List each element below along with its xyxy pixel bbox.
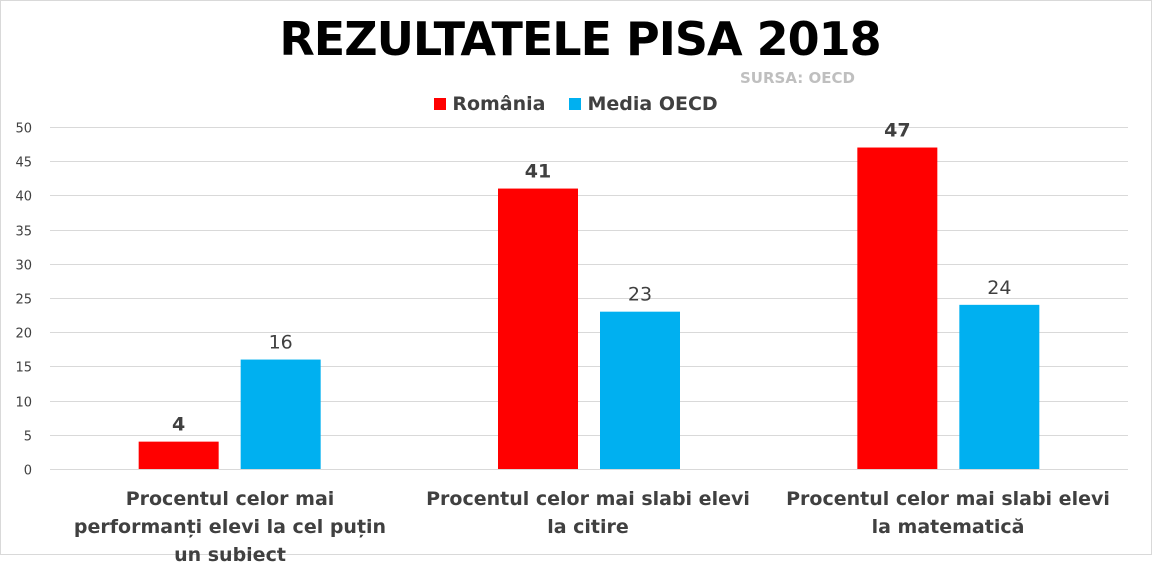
chart-source: SURSA: OECD <box>740 69 855 87</box>
y-tick-label-20: 20 <box>15 327 32 342</box>
y-tick-label-10: 10 <box>15 396 32 411</box>
data-labels: 4 16 41 23 47 24 <box>172 120 1011 436</box>
data-label-media-oecd-3: 24 <box>987 277 1011 299</box>
data-label-media-oecd-1: 16 <box>269 332 293 354</box>
y-tick-label-45: 45 <box>15 156 32 171</box>
data-label-romania-1: 4 <box>172 414 185 436</box>
y-tick-label-0: 0 <box>24 464 32 479</box>
legend-item-media-oecd: Media OECD <box>569 93 718 115</box>
category-label-top-performers: Procentul celor mai performanți elevi la… <box>73 488 387 566</box>
y-tick-label-5: 5 <box>24 430 32 445</box>
bar-media-oecd-3 <box>959 304 1040 469</box>
data-label-media-oecd-2: 23 <box>628 284 652 306</box>
bar-romania-1 <box>138 441 219 469</box>
y-tick-label-25: 25 <box>15 293 32 308</box>
y-tick-label-50: 50 <box>15 122 32 137</box>
bar-media-oecd-1 <box>240 359 321 469</box>
legend: România Media OECD <box>0 93 1152 115</box>
legend-swatch-media-oecd <box>569 98 582 110</box>
y-tick-label-35: 35 <box>15 225 32 240</box>
legend-item-romania: România <box>434 93 545 115</box>
chart-title: REZULTATELE PISA 2018 <box>279 12 881 66</box>
category-label-reading-low: Procentul celor mai slabi elevi la citir… <box>426 488 750 538</box>
bars <box>138 147 1040 469</box>
plot-area: 0 5 10 15 20 25 30 35 40 45 50 4 16 41 23 47 24 <box>15 120 1128 479</box>
gridlines <box>50 127 1128 470</box>
legend-label-media-oecd: Media OECD <box>587 93 718 115</box>
data-label-romania-3: 47 <box>884 120 910 142</box>
y-tick-label-40: 40 <box>15 190 32 205</box>
legend-swatch-romania <box>434 98 447 110</box>
legend-label-romania: România <box>452 93 546 115</box>
data-label-romania-2: 41 <box>525 161 551 183</box>
bar-romania-2 <box>498 188 578 469</box>
category-label-math-low: Procentul celor mai slabi elevi la matem… <box>786 488 1110 538</box>
y-tick-label-30: 30 <box>15 259 32 274</box>
y-tick-label-15: 15 <box>15 361 32 376</box>
bar-media-oecd-2 <box>600 311 680 469</box>
bar-romania-3 <box>857 147 938 469</box>
y-axis-ticks: 0 5 10 15 20 25 30 35 40 45 50 <box>15 122 32 479</box>
